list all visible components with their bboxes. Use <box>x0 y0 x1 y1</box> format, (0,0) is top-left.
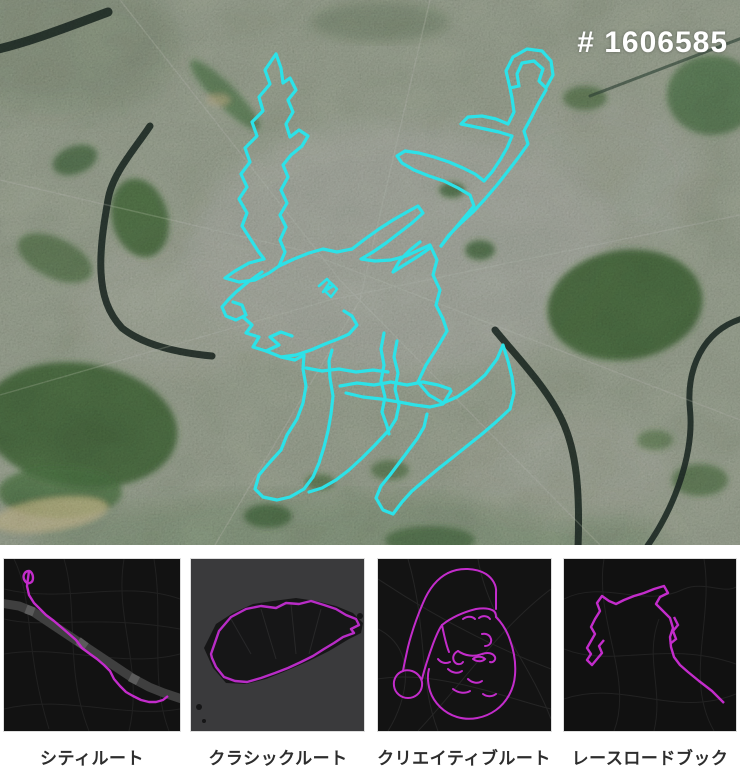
thumb-route-line <box>22 569 169 704</box>
label-race-roadbook: レースロードブック <box>571 749 729 768</box>
thumb-road-network <box>378 559 551 731</box>
map-grain-texture <box>0 0 740 545</box>
thumb-road-network <box>564 559 736 731</box>
route-thumbnails <box>0 558 740 733</box>
thumb-route-santa <box>392 568 517 720</box>
thumb-route-line <box>585 584 725 704</box>
satellite-map[interactable]: # 1606585 <box>0 0 740 545</box>
thumb-islets <box>196 613 363 723</box>
thumbnail-city-route[interactable] <box>3 558 181 732</box>
thumbnail-classic-route[interactable] <box>190 558 365 732</box>
label-city-route: シティルート <box>40 749 144 768</box>
label-classic-route: クラシックルート <box>208 749 348 768</box>
thumb-route-line <box>209 599 361 684</box>
thumbnail-race-roadbook[interactable] <box>563 558 737 732</box>
label-creative-route: クリエイティブルート <box>377 749 551 768</box>
activity-id: # 1606585 <box>577 26 728 59</box>
thumb-river-bridges <box>24 604 141 686</box>
thumb-route-spur <box>669 616 680 645</box>
thumb-island <box>204 598 363 684</box>
thumbnail-creative-route[interactable] <box>377 558 552 732</box>
thumbnail-labels: シティルート クラシックルート クリエイティブルート レースロードブック <box>0 742 740 772</box>
satellite-map-image <box>0 0 740 545</box>
deer-gps-route <box>220 47 555 516</box>
